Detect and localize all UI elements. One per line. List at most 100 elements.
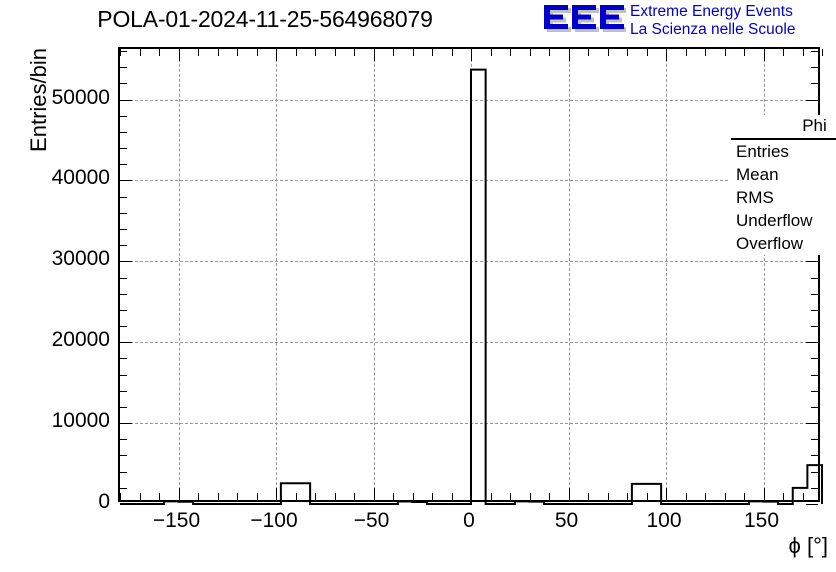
tick-x-top-minor	[139, 49, 141, 56]
tick-y-minor	[120, 228, 127, 230]
tick-x-top-minor	[549, 49, 550, 56]
stats-row: Underflow0	[729, 209, 836, 232]
tick-x-minor	[646, 493, 648, 500]
tick-x-top-minor	[432, 49, 433, 56]
tick-y-minor	[120, 51, 127, 53]
tick-x-top-minor	[354, 49, 355, 56]
y-tick-label: 10000	[51, 409, 110, 433]
tick-y-minor	[120, 67, 127, 69]
tick-x-top-minor	[627, 49, 628, 56]
tick-y-right-major	[806, 423, 818, 425]
tick-x-top-minor	[822, 49, 823, 56]
stats-box-rows: Entries64423Mean11.33RMS52.44Underflow0O…	[729, 140, 836, 255]
tick-y-right-minor	[811, 358, 818, 360]
tick-x-top-minor	[588, 49, 589, 56]
gridline-vertical	[763, 49, 765, 500]
stats-row: Overflow0	[729, 232, 836, 255]
x-tick-label: 50	[554, 509, 579, 532]
tick-x-top-major	[373, 49, 375, 61]
stats-row: RMS52.44	[729, 186, 836, 209]
stats-row-key: RMS	[736, 188, 774, 207]
tick-y-minor	[120, 148, 127, 150]
tick-y-minor	[120, 277, 127, 279]
tick-y-right-major	[806, 504, 818, 505]
tick-x-top-minor	[237, 49, 238, 56]
histogram-outline	[120, 68, 823, 505]
tick-x-major	[178, 488, 180, 500]
tick-y-major	[120, 423, 132, 425]
tick-y-right-minor	[811, 83, 818, 85]
tick-y-minor	[120, 83, 127, 85]
tick-y-minor	[120, 212, 127, 214]
y-axis-title-wrap: Entries/bin	[26, 48, 51, 268]
tick-y-right-major	[806, 261, 818, 263]
gridline-horizontal	[120, 261, 818, 263]
tick-x-top-major	[568, 49, 570, 61]
x-tick-label: 150	[743, 509, 780, 532]
tick-y-minor	[120, 406, 127, 408]
tick-y-minor	[120, 439, 127, 441]
tick-x-top-minor	[217, 49, 219, 56]
tick-x-top-minor	[724, 49, 726, 56]
tick-x-top-minor	[412, 49, 414, 56]
stats-box-title: Phi	[731, 115, 836, 140]
tick-y-right-minor	[811, 455, 818, 457]
tick-x-top-minor	[802, 49, 804, 56]
tick-x-minor	[724, 493, 726, 500]
tick-x-top-minor	[744, 49, 745, 56]
tick-x-top-minor	[607, 49, 609, 56]
gridline-horizontal	[120, 99, 818, 101]
tick-x-major	[763, 488, 765, 500]
tick-x-minor	[685, 493, 687, 500]
tick-x-minor	[354, 493, 355, 500]
tick-y-major	[120, 261, 132, 263]
tick-y-right-minor	[811, 51, 818, 53]
x-tick-label: 100	[646, 509, 682, 532]
tick-x-top-major	[471, 49, 472, 61]
eee-logo-line2: La Scienza nelle Scuole	[630, 20, 796, 38]
tick-x-top-minor	[159, 49, 160, 56]
page-title: POLA-01-2024-11-25-564968079	[97, 6, 433, 32]
tick-x-minor	[256, 493, 258, 500]
stats-row: Entries64423	[729, 140, 836, 163]
tick-x-top-major	[178, 49, 180, 61]
tick-x-top-minor	[315, 49, 316, 56]
gridline-vertical	[373, 49, 375, 500]
tick-x-top-minor	[120, 49, 121, 56]
tick-y-right-minor	[811, 67, 818, 69]
tick-y-right-minor	[811, 374, 818, 376]
gridline-vertical	[276, 49, 277, 500]
tick-x-top-minor	[334, 49, 336, 56]
tick-x-minor	[139, 493, 141, 500]
tick-y-right-minor	[811, 406, 818, 408]
x-tick-label: 0	[463, 509, 475, 532]
tick-x-minor	[198, 493, 199, 500]
tick-y-minor	[120, 245, 127, 247]
tick-x-minor	[490, 493, 492, 500]
stats-row-key: Mean	[736, 165, 779, 184]
tick-y-right-minor	[811, 487, 818, 489]
tick-x-minor	[588, 493, 589, 500]
tick-x-major	[666, 488, 667, 500]
plot-frame: Phi Entries64423Mean11.33RMS52.44Underfl…	[118, 47, 836, 505]
tick-x-minor	[120, 493, 121, 500]
tick-y-minor	[120, 455, 127, 457]
stats-row: Mean11.33	[729, 163, 836, 186]
tick-y-minor	[120, 487, 127, 489]
y-tick-label: 30000	[51, 247, 110, 271]
tick-x-top-minor	[256, 49, 258, 56]
tick-x-top-major	[276, 49, 277, 61]
tick-x-minor	[549, 493, 550, 500]
tick-x-top-minor	[198, 49, 199, 56]
tick-x-top-minor	[705, 49, 706, 56]
tick-x-minor	[412, 493, 414, 500]
tick-x-top-major	[666, 49, 667, 61]
tick-x-minor	[510, 493, 511, 500]
stats-row-key: Underflow	[736, 211, 813, 230]
tick-y-right-minor	[811, 390, 818, 392]
gridline-vertical	[666, 49, 667, 500]
tick-y-minor	[120, 471, 127, 473]
gridline-vertical	[568, 49, 570, 500]
eee-logo-line1: Extreme Energy Events	[630, 3, 793, 20]
tick-x-minor	[432, 493, 433, 500]
